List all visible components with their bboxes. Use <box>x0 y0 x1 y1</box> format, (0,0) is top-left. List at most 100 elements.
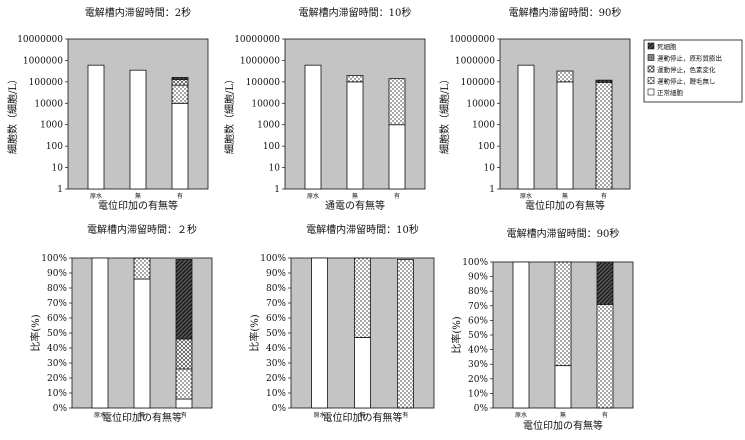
category-label: 無 <box>139 411 145 419</box>
legend-label: 正常細胞 <box>657 88 684 97</box>
y-tick-label: 80% <box>266 284 286 294</box>
legend-label: 運動停止，原形質膨出 <box>657 54 722 63</box>
y-tick-label: 20% <box>47 374 67 384</box>
y-tick-label: 10000000 <box>234 35 280 45</box>
y-tick-label: 0% <box>53 404 68 414</box>
chart-title: 電解槽内滞留時間：10秒 <box>299 6 412 19</box>
y-tick-label: 1000 <box>472 121 495 131</box>
y-tick-label: 10 <box>484 164 496 174</box>
bar-segment <box>171 77 189 80</box>
bar-segment <box>133 278 151 409</box>
legend-swatch <box>647 65 655 73</box>
bar-segment <box>175 338 193 370</box>
y-tick-label: 10000 <box>251 99 280 109</box>
y-tick-label: 50% <box>266 329 286 339</box>
bar-segment <box>311 257 329 409</box>
bar-segment <box>87 64 105 190</box>
y-tick-label: 50% <box>468 331 488 341</box>
bar-segment <box>596 303 614 409</box>
y-tick-label: 1 <box>274 185 280 195</box>
chart-count-90s: 電解槽内滞留時間：90秒 1 10 100 1000 10000 100000 1000000… <box>438 6 631 212</box>
y-tick-label: 100000 <box>246 78 281 88</box>
y-axis-label: 比率(%) <box>29 314 42 351</box>
chart-count-10s: 電解槽内滞留時間：10秒 1 10 100 1000 10000 100000 1000000… <box>223 6 426 212</box>
y-tick-label: 10000000 <box>449 35 495 45</box>
bar-segment <box>354 257 371 338</box>
y-tick-label: 90% <box>47 269 67 279</box>
y-tick-label: 100% <box>260 254 286 264</box>
bar-segment <box>595 81 613 190</box>
bar-segment <box>388 78 406 126</box>
x-axis-label: 通電の有無等 <box>325 199 385 212</box>
y-tick-label: 30% <box>266 359 286 369</box>
y-tick-label: 100 <box>46 142 63 152</box>
y-axis-label: 比率(%) <box>248 314 261 351</box>
bar-segment <box>129 69 147 190</box>
category-label: 無 <box>560 411 566 419</box>
category-label: 有 <box>601 192 607 200</box>
bar-segment <box>554 365 572 409</box>
y-tick-label: 100% <box>41 254 67 264</box>
y-axis-label: 細胞数（細胞/L） <box>223 74 236 154</box>
y-tick-label: 20% <box>266 374 286 384</box>
y-tick-label: 10% <box>47 389 67 399</box>
x-axis-label: 電位印加の有無等 <box>102 411 182 424</box>
category-label: 有 <box>181 411 187 419</box>
y-tick-label: 100 <box>478 142 495 152</box>
legend-label: 運動停止，色素変化 <box>657 65 716 74</box>
bar-segment <box>346 81 364 190</box>
y-tick-label: 100 <box>263 142 280 152</box>
legend-swatch <box>647 77 655 84</box>
category-label: 有 <box>602 411 608 419</box>
x-axis-label: 電位印加の有無等 <box>98 199 178 212</box>
bar-segment <box>596 261 614 305</box>
chart-ratio-90s: 電解槽内滞留時間：90秒 0% 10% 20% 30% 40% 50% 60% 70% 80% 90… <box>450 227 634 432</box>
legend-label: 運動停止，鞭毛無し <box>657 77 716 86</box>
bar-segment <box>554 261 572 367</box>
y-tick-label: 10000000 <box>17 35 63 45</box>
bar-segment <box>175 368 193 400</box>
bar-segment <box>171 102 189 190</box>
y-tick-label: 80% <box>468 287 488 297</box>
bar-segment <box>595 79 613 83</box>
y-axis-label: 比率(%) <box>450 316 463 353</box>
chart-ratio-10s: 電解槽内滞留時間：10秒 0% 10% 20% 30% 40% 50% 60% 70% 80% 90… <box>248 223 435 424</box>
y-axis-label: 細胞数（細胞/L） <box>438 74 451 154</box>
legend-label: 死細胞 <box>657 42 677 51</box>
bar-segment <box>91 257 109 409</box>
y-tick-label: 90% <box>468 273 488 283</box>
y-tick-label: 1 <box>489 185 495 195</box>
x-axis-label: 電位印加の有無等 <box>323 411 403 424</box>
bar-segment <box>304 64 322 190</box>
chart-title: 電解槽内滞留時間：90秒 <box>509 6 622 19</box>
y-tick-label: 100% <box>462 258 488 268</box>
bar-segment <box>556 70 574 83</box>
bar-segment <box>512 261 530 409</box>
category-label: 無 <box>135 192 141 200</box>
chart-title: 電解槽内滞留時間：２秒 <box>87 223 197 236</box>
category-label: 原水 <box>520 192 532 200</box>
y-tick-label: 10% <box>468 389 488 399</box>
y-tick-label: 50% <box>47 329 67 339</box>
legend-swatch <box>647 42 655 50</box>
chart-title: 電解槽内滞留時間：90秒 <box>507 227 620 240</box>
y-tick-label: 1 <box>57 185 63 195</box>
chart-title: 電解槽内滞留時間：2秒 <box>85 6 191 19</box>
bar-segment <box>396 259 414 409</box>
y-tick-label: 30% <box>47 359 67 369</box>
x-axis-label: 電位印加の有無等 <box>523 419 603 432</box>
y-tick-label: 40% <box>266 344 286 354</box>
category-label: 無 <box>562 192 568 200</box>
bar-segment <box>171 84 189 104</box>
category-label: 原水 <box>314 411 326 419</box>
category-label: 原水 <box>515 411 527 419</box>
y-tick-label: 40% <box>468 346 488 356</box>
y-tick-label: 1000000 <box>455 56 495 66</box>
y-tick-label: 70% <box>266 299 286 309</box>
y-axis-label: 細胞数（細胞/L） <box>6 74 19 154</box>
y-tick-label: 80% <box>47 284 67 294</box>
y-tick-label: 0% <box>272 404 287 414</box>
category-label: 原水 <box>90 192 102 200</box>
y-tick-label: 70% <box>47 299 67 309</box>
